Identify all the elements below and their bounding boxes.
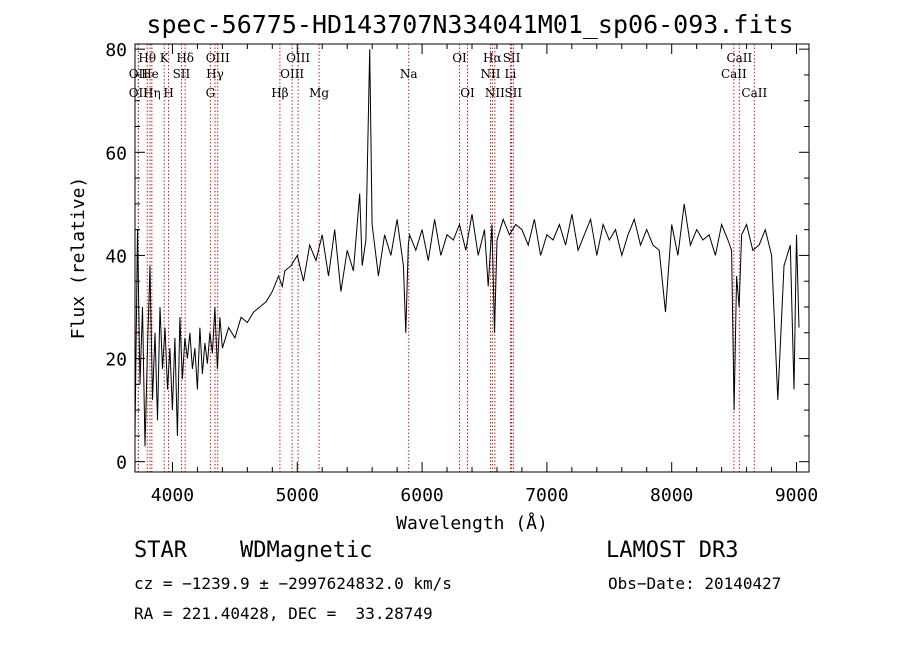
line-label-21: NII	[485, 86, 505, 100]
line-label-12: OIII	[286, 51, 310, 65]
line-label-25: CaII	[726, 51, 752, 65]
x-tick-label: 7000	[525, 485, 568, 506]
line-label-24: SII	[504, 86, 522, 100]
line-label-10: Hγ	[206, 67, 224, 81]
line-label-9: OIII	[206, 51, 230, 65]
y-tick-label: 60	[105, 143, 127, 164]
line-label-19: Hα	[483, 51, 502, 65]
chart-title: spec-56775-HD143707N334041M01_sp06-093.f…	[146, 10, 793, 39]
line-label-13: OIII	[280, 67, 304, 81]
line-label-2: OII	[129, 86, 149, 100]
line-label-5: K	[160, 51, 170, 65]
line-label-15: Mg	[309, 86, 329, 100]
object-class: STAR	[134, 538, 187, 563]
line-label-27: CaII	[741, 86, 767, 100]
object-subclass: WDMagnetic	[240, 538, 373, 563]
x-tick-label: 9000	[775, 485, 818, 506]
plot-frame	[134, 43, 810, 473]
line-label-11: G	[206, 86, 216, 100]
y-tick-label: 40	[105, 246, 127, 267]
line-label-14: Hβ	[271, 86, 288, 100]
line-label-22: SII	[503, 51, 521, 65]
x-axis-label: Wavelength (Å)	[396, 512, 548, 534]
y-axis: 0 20 40 60 80	[105, 40, 809, 474]
line-label-26: CaII	[721, 67, 747, 81]
y-tick-label: 0	[116, 453, 127, 474]
y-tick-label: 20	[105, 350, 127, 371]
y-tick-label: 80	[105, 40, 127, 61]
line-label-17: OI	[452, 51, 467, 65]
coordinates-readout: RA = 221.40428, DEC = 33.28749	[134, 604, 433, 623]
line-label-4: Hη	[143, 86, 161, 100]
line-label-3: He	[141, 67, 159, 81]
redshift-readout: cz = −1239.9 ± −2997624832.0 km/s	[134, 574, 452, 593]
observation-date: Obs−Date: 20140427	[608, 574, 782, 593]
flux-series	[134, 49, 800, 447]
x-tick-label: 4000	[151, 485, 194, 506]
x-tick-label: 8000	[650, 485, 693, 506]
line-label-23: Li	[505, 67, 517, 81]
x-tick-label: 5000	[276, 485, 319, 506]
x-axis: 4000 5000 6000 7000 8000 9000	[151, 44, 818, 506]
line-label-20: NII	[480, 67, 500, 81]
line-label-0: Hθ	[138, 51, 156, 65]
line-label-6: H	[163, 86, 173, 100]
line-label-16: Na	[400, 67, 418, 81]
line-label-18: OI	[460, 86, 475, 100]
survey-name: LAMOST DR3	[606, 538, 739, 563]
line-label-7: SII	[173, 67, 191, 81]
y-axis-label: Flux (relative)	[68, 177, 89, 340]
line-label-8: Hδ	[176, 51, 194, 65]
x-tick-label: 6000	[400, 485, 443, 506]
series-line-flux	[134, 49, 800, 447]
line-label-1: OII	[129, 67, 149, 81]
